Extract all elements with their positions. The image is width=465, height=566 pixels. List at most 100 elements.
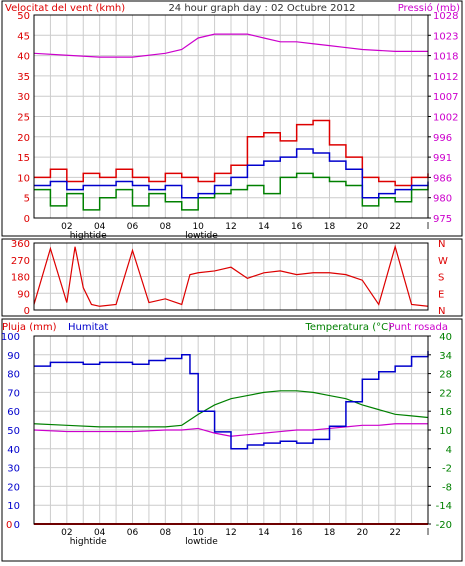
humidity-y-tick-label: 80 [7, 370, 20, 381]
x-tick-label: 02 [61, 222, 72, 232]
wind-y-tick-label: 25 [17, 113, 30, 124]
tide-label: hightide [70, 231, 107, 241]
x-tick-label: 08 [160, 222, 172, 232]
humidity-y-tick-label: 30 [7, 464, 20, 475]
wind-y-tick-label: 50 [17, 11, 30, 22]
humidity-line [34, 351, 429, 450]
tide-label: lowtide [185, 537, 218, 547]
rain-y-tick-label: 0 [6, 520, 12, 531]
temp-y-tick-label: 16 [439, 407, 452, 418]
wind-title: Velocitat del vent (kmh) [5, 3, 125, 14]
temp-y-tick-label: -8 [442, 482, 452, 493]
plot-area-3 [33, 335, 429, 525]
pressure-y-tick-label: 1002 [433, 113, 458, 124]
x-tick-label: 18 [324, 222, 336, 232]
direction-y-tick-label: 90 [17, 289, 30, 300]
direction-y-tick-label: 180 [11, 273, 30, 284]
pressure-title: Pressió (mb) [398, 2, 460, 14]
x-tick-label: 20 [357, 528, 369, 538]
x-tick-label: 22 [389, 222, 400, 232]
pressure-y-tick-label: 1028 [433, 11, 458, 22]
humidity-y-tick-label: 40 [7, 445, 20, 456]
tide-label: hightide [70, 537, 107, 547]
temp-y-tick-label: -14 [436, 501, 452, 512]
humidity-y-tick-label: 70 [7, 388, 20, 399]
temp-y-tick-label: 22 [439, 388, 452, 399]
direction-panel-frame [1, 238, 463, 317]
wind-min-line [34, 172, 429, 211]
x-tick-label: 14 [258, 528, 270, 538]
temp-y-tick-label: 10 [439, 426, 452, 437]
humidity-label: Humitat [68, 322, 108, 333]
wind-y-tick-label: 15 [17, 153, 30, 164]
x-tick-label: 12 [225, 528, 236, 538]
wind-y-tick-label: 45 [17, 31, 30, 42]
temperature-line [33, 390, 429, 428]
plot-area-2 [33, 242, 429, 311]
temp-y-tick-label: 40 [439, 332, 452, 343]
wind-panel-frame [1, 0, 463, 237]
plot-area-1 [33, 14, 429, 219]
direction-y-tick-label: 360 [11, 239, 30, 250]
x-tick-label: 22 [389, 528, 400, 538]
dew-label: Punt rosada [389, 322, 448, 333]
pressure-line [33, 33, 428, 58]
temp-label: Temperatura (°C) [304, 322, 392, 333]
x-tick-label: 12 [225, 222, 236, 232]
wind-y-tick-label: 0 [24, 214, 30, 225]
humidity-y-tick-label: 20 [7, 482, 20, 493]
compass-label: S [438, 273, 444, 284]
tide-label: lowtide [185, 231, 218, 241]
pressure-y-tick-label: 1007 [433, 92, 458, 103]
x-tick-label: 08 [160, 528, 172, 538]
x-tick-label: 18 [324, 528, 336, 538]
temp-y-tick-label: -20 [436, 520, 452, 531]
humidity-panel-frame [1, 318, 463, 562]
temp-y-tick-label: 4 [446, 445, 452, 456]
compass-label: N [438, 239, 445, 250]
pressure-y-tick-label: 996 [433, 133, 452, 144]
pressure-y-tick-label: 1018 [433, 52, 458, 63]
humidity-y-tick-label: 50 [7, 426, 20, 437]
pressure-y-tick-label: 980 [433, 194, 452, 205]
wind-y-tick-label: 35 [17, 72, 30, 83]
temp-y-tick-label: 28 [439, 370, 452, 381]
humidity-y-tick-label: 0 [14, 520, 20, 531]
pressure-y-tick-label: 986 [433, 173, 452, 184]
x-tick-label: 02 [61, 528, 72, 538]
pressure-y-tick-label: 1012 [433, 72, 458, 83]
temp-y-tick-label: 34 [439, 351, 452, 362]
pressure-y-tick-label: 1023 [433, 31, 458, 42]
wind-y-tick-label: 20 [17, 133, 30, 144]
direction-line [33, 244, 429, 307]
graph-title: 24 hour graph day : 02 Octubre 2012 [168, 3, 355, 14]
x-tick-label: l [427, 528, 430, 538]
x-tick-label: l [427, 222, 430, 232]
pressure-y-tick-label: 975 [433, 214, 452, 225]
x-tick-label: 04 [94, 528, 106, 538]
x-tick-label: 10 [192, 222, 204, 232]
x-tick-label: 10 [192, 528, 204, 538]
x-tick-label: 06 [127, 222, 139, 232]
dew-line [33, 423, 428, 437]
rain-label: Pluja (mm) [2, 322, 57, 333]
x-tick-label: 16 [291, 222, 303, 232]
humidity-y-tick-label: 60 [7, 407, 20, 418]
wind-y-tick-label: 10 [17, 173, 30, 184]
humidity-y-tick-label: 10 [7, 501, 20, 512]
x-tick-label: 14 [258, 222, 270, 232]
wind-y-tick-label: 5 [24, 194, 30, 205]
compass-label: N [438, 306, 445, 317]
x-tick-label: 20 [357, 222, 369, 232]
x-tick-label: 04 [94, 222, 106, 232]
wind-avg-line [34, 148, 429, 199]
pressure-y-tick-label: 991 [433, 153, 452, 164]
compass-label: E [438, 289, 444, 300]
x-tick-label: 06 [127, 528, 139, 538]
direction-y-tick-label: 0 [24, 306, 30, 317]
wind-y-tick-label: 30 [17, 92, 30, 103]
temp-y-tick-label: -2 [442, 464, 452, 475]
humidity-y-tick-label: 90 [7, 351, 20, 362]
compass-label: W [438, 256, 448, 267]
